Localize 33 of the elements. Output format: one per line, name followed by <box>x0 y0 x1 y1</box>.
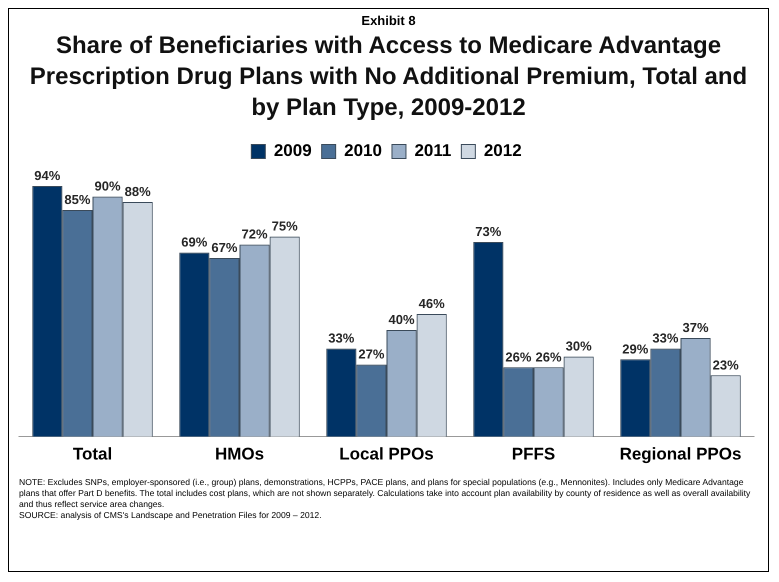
data-label: 29% <box>622 341 649 356</box>
legend-label: 2010 <box>344 141 382 160</box>
data-label: 27% <box>358 346 385 362</box>
legend-label: 2009 <box>274 141 312 160</box>
data-label: 26% <box>536 349 562 364</box>
data-label: 37% <box>682 320 710 336</box>
source-note: SOURCE: analysis of CMS's Landscape and Penetration Files for 2009 – 2012. <box>19 510 323 521</box>
chart-subtitle: Exhibit 8 <box>360 13 417 28</box>
x-tick-label: PFFS <box>512 444 556 464</box>
chart-title: Share of Beneficiaries with Access to Medicare Advantage Prescription Drug Plans with No Additional Premium, Total and by Plan Type, 2009-2012 <box>28 31 748 123</box>
data-label: 72% <box>242 226 268 242</box>
data-label: 73% <box>475 224 502 240</box>
x-tick-label: Local PPOs <box>339 444 434 464</box>
data-label: 46% <box>418 296 446 312</box>
data-label: 94% <box>34 168 61 184</box>
data-label: 40% <box>388 312 416 328</box>
data-label: 33% <box>652 330 679 346</box>
data-label: 33% <box>328 330 355 346</box>
data-label: 67% <box>211 240 238 256</box>
legend-label: 2012 <box>484 141 522 160</box>
data-label: 69% <box>181 234 208 250</box>
text: NOTE: Excludes SNPs, employer-sponsored (i.e., group) plans, demonstrations, HCPPs, PACE plans, and plans for special populations (e.g., Mennonites). Includes only Medicare Advantage plans that offer Part D benefits. The total includes cost plans, which are not shown separately. Calculations take into account plan availability by county of residence as well as overall availability and thus reflect service area changes. <box>19 477 752 510</box>
data-label: 85% <box>64 192 91 208</box>
x-tick-label: HMOs <box>214 444 264 464</box>
x-tick-label: Total <box>72 444 112 464</box>
legend-label: 2011 <box>414 141 452 160</box>
data-label: 23% <box>712 357 740 372</box>
data-label: 30% <box>566 338 592 354</box>
x-tick-label: Regional PPOs <box>620 444 742 464</box>
data-label: 90% <box>94 178 122 194</box>
data-label: 88% <box>124 184 152 200</box>
data-label: 75% <box>272 218 298 234</box>
data-label: 26% <box>505 349 532 364</box>
